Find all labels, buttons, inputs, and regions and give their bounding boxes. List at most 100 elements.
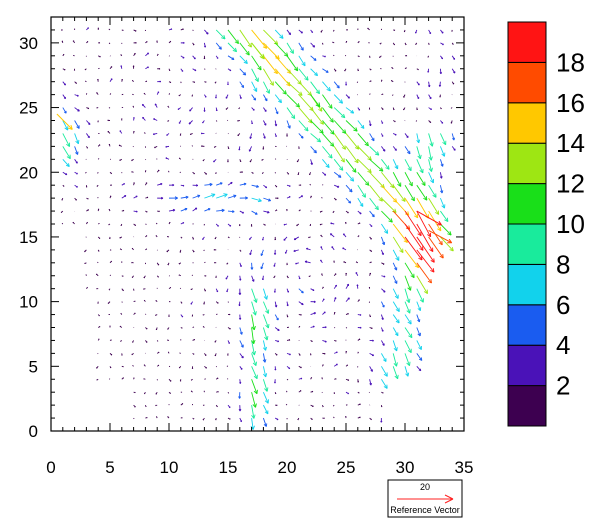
- vector-arrow: [357, 197, 364, 207]
- vector-arrow: [108, 107, 111, 109]
- vector-arrow: [322, 107, 334, 123]
- vector-arrowhead: [345, 40, 348, 42]
- vector-arrowhead: [358, 392, 360, 394]
- vector-arrowhead: [202, 419, 205, 421]
- vector-arrow: [227, 301, 229, 303]
- vector-arrowhead: [359, 212, 362, 215]
- vector-arrowhead: [238, 396, 242, 399]
- vector-arrowhead: [449, 246, 454, 252]
- vector-arrow: [380, 236, 385, 246]
- vector-arrowhead: [120, 224, 122, 227]
- vector-arrowhead: [238, 108, 240, 110]
- vector-arrowhead: [88, 122, 91, 125]
- vector-arrowhead: [371, 327, 373, 330]
- vector-arrow: [416, 197, 429, 219]
- vector-arrow: [251, 327, 255, 344]
- vector-arrowhead: [340, 158, 345, 163]
- vector-arrowhead: [287, 125, 291, 129]
- vector-arrow: [345, 146, 359, 164]
- vector-arrowhead: [416, 108, 418, 111]
- vector-arrow: [226, 378, 229, 380]
- vector-arrow: [392, 353, 398, 367]
- vector-arrowhead: [313, 57, 317, 61]
- vector-arrowhead: [428, 167, 433, 172]
- colorbar-swatch: [507, 183, 547, 225]
- vector-arrowhead: [226, 290, 229, 293]
- vector-arrowhead: [277, 197, 279, 200]
- vector-arrow-strong: [416, 210, 442, 226]
- vector-arrowhead: [195, 184, 199, 187]
- vector-arrowhead: [381, 252, 384, 255]
- colorbar-label: 14: [556, 128, 585, 158]
- vector-arrowhead: [323, 417, 325, 420]
- vector-arrowhead: [207, 208, 211, 211]
- vector-arrowhead: [249, 252, 252, 256]
- vector-arrow: [404, 210, 422, 236]
- vector-arrow: [416, 340, 422, 350]
- vector-arrowhead: [300, 390, 302, 392]
- vector-arrowhead: [353, 127, 358, 132]
- vector-arrowhead: [110, 66, 113, 68]
- vector-arrow: [227, 195, 237, 199]
- vector-arrowhead: [122, 289, 124, 292]
- vector-arrowhead: [421, 181, 426, 186]
- vector-arrow: [74, 107, 80, 112]
- vector-arrowhead: [193, 353, 195, 355]
- vector-arrow: [392, 249, 400, 261]
- vector-arrow: [274, 42, 289, 57]
- vector-arrowhead: [346, 364, 349, 366]
- vector-arrow: [286, 378, 289, 381]
- vector-arrow: [392, 275, 398, 284]
- vector-arrowhead: [325, 163, 330, 169]
- vector-arrow: [263, 55, 278, 74]
- vector-arrow: [215, 29, 226, 40]
- vector-arrowhead: [178, 122, 181, 124]
- vector-arrowhead: [316, 138, 322, 143]
- vector-arrow: [404, 275, 412, 291]
- vector-arrowhead: [262, 359, 267, 363]
- vector-arrowhead: [313, 149, 317, 154]
- vector-arrowhead: [374, 151, 380, 156]
- vector-arrowhead: [179, 380, 182, 382]
- vector-arrowhead: [155, 314, 157, 316]
- vector-arrowhead: [357, 69, 359, 72]
- vector-arrow: [416, 223, 434, 252]
- vector-arrow: [239, 183, 247, 186]
- vector-arrowhead: [109, 325, 111, 327]
- vector-arrow: [404, 314, 412, 325]
- vector-arrow: [286, 81, 303, 96]
- vector-arrowhead: [378, 56, 381, 58]
- vector-arrowhead: [256, 184, 259, 188]
- vector-arrowhead: [197, 194, 201, 198]
- vector-arrowhead: [190, 288, 192, 291]
- vector-arrowhead: [441, 152, 446, 157]
- x-tick-label: 35: [455, 458, 474, 477]
- vector-arrow: [262, 404, 269, 415]
- vector-arrowhead: [393, 43, 396, 46]
- vector-arrowhead: [154, 146, 156, 149]
- vector-arrowhead: [131, 247, 134, 250]
- vector-arrowhead: [287, 326, 289, 329]
- vector-arrowhead: [388, 218, 393, 223]
- vector-arrowhead: [439, 96, 441, 98]
- vector-arrowhead: [261, 159, 263, 161]
- vector-arrowhead: [257, 66, 262, 71]
- vector-arrowhead: [335, 198, 337, 201]
- vector-arrow: [168, 209, 176, 212]
- vector-arrow: [392, 159, 399, 170]
- vector-arrowhead: [311, 31, 314, 34]
- vector-arrowhead: [332, 41, 334, 43]
- vector-arrow: [310, 120, 324, 134]
- vector-arrowhead: [229, 418, 231, 420]
- vector-arrowhead: [75, 151, 79, 155]
- colorbar-swatch: [507, 102, 547, 144]
- vector-arrowhead: [193, 338, 196, 341]
- vector-arrowhead: [189, 109, 192, 112]
- vector-arrowhead: [146, 341, 148, 343]
- vector-arrowhead: [146, 328, 148, 330]
- vector-arrowhead-strong: [436, 220, 442, 226]
- vector-arrowhead: [260, 253, 264, 257]
- vector-arrowhead: [135, 195, 138, 198]
- vector-arrowhead: [213, 146, 216, 148]
- vector-arrowhead: [241, 355, 244, 359]
